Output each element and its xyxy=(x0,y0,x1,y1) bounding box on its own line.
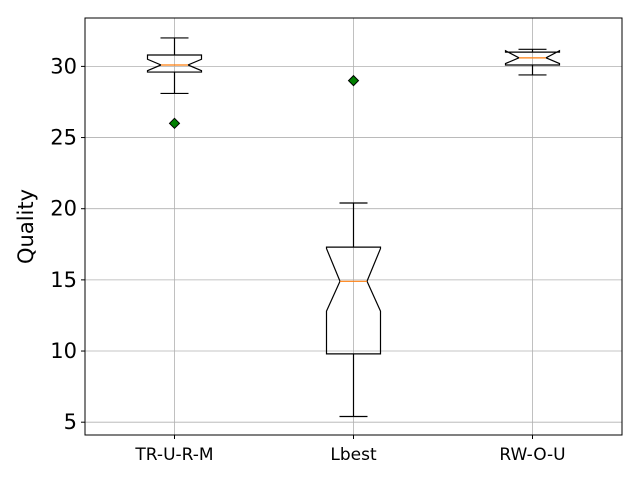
x-tick-label: TR-U-R-M xyxy=(134,445,213,465)
y-tick-label: 20 xyxy=(50,197,77,221)
y-tick-label: 25 xyxy=(50,126,77,150)
y-tick-label: 5 xyxy=(64,410,77,434)
axis-ticks: 5 10 15 20 25 30 TR-U-R-M Lbest RW-O-U xyxy=(50,54,565,465)
y-axis-label: Quality xyxy=(14,189,38,264)
box-2 xyxy=(325,74,382,418)
notched-box xyxy=(325,246,382,355)
x-tick-label: Lbest xyxy=(330,445,377,465)
outlier-point xyxy=(168,117,181,130)
box-1 xyxy=(146,37,203,130)
y-tick-label: 30 xyxy=(50,54,77,78)
boxes xyxy=(146,37,561,418)
x-tick-label: RW-O-U xyxy=(499,445,565,465)
outlier-point xyxy=(347,74,360,87)
y-tick-label: 15 xyxy=(50,268,77,292)
y-tick-label: 10 xyxy=(50,339,77,363)
box-3 xyxy=(504,48,561,76)
notched-box xyxy=(146,54,203,73)
notched-box xyxy=(504,49,561,66)
